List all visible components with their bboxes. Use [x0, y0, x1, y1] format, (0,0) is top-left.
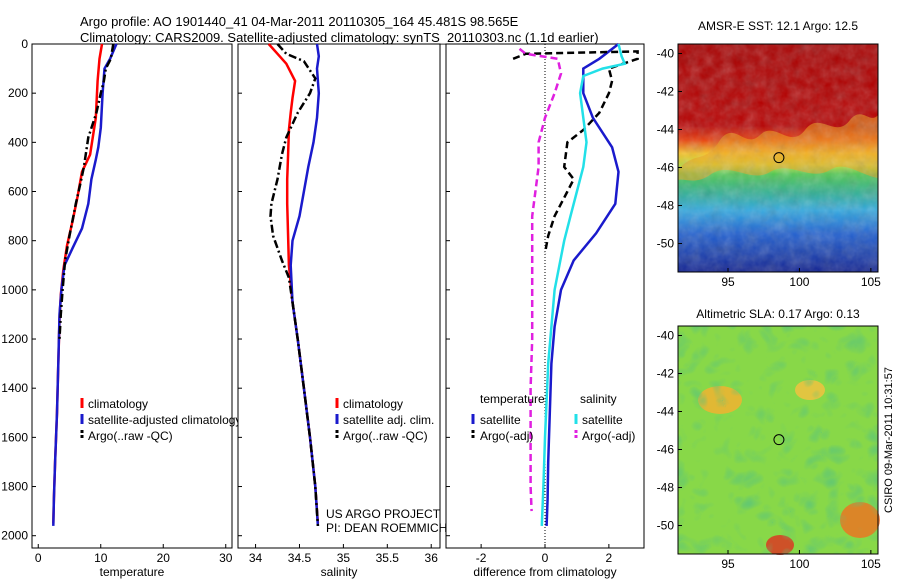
x-tick-label: 0: [35, 551, 42, 565]
argo-location-marker: [773, 434, 785, 446]
header-line-2: Climatology: CARS2009. Satellite-adjuste…: [80, 30, 599, 45]
plot-annotation: PI: DEAN ROEMMICH: [326, 521, 447, 535]
map-x-tick-label: 100: [789, 557, 809, 571]
y-tick-label: 1800: [1, 480, 28, 494]
x-axis-label: difference from climatology: [473, 565, 616, 579]
y-tick-label: 1400: [1, 381, 28, 395]
map-x-tick-label: 105: [861, 275, 881, 289]
legend-entry: climatology: [343, 397, 403, 411]
series-line-black: [269, 43, 320, 526]
plot-frame: [237, 43, 441, 549]
x-tick-label: 34.5: [288, 551, 312, 565]
map-y-tick-label: -46: [657, 161, 675, 175]
x-tick-label: 10: [94, 551, 108, 565]
y-tick-label: 400: [8, 135, 28, 149]
sst-frame: [677, 43, 879, 273]
x-tick-label: 35.5: [376, 551, 400, 565]
series-line-black: [512, 50, 639, 254]
sla-map-title: Altimetric SLA: 0.17 Argo: 0.13: [696, 307, 860, 321]
plot-frame: [31, 43, 233, 549]
map-y-tick-label: -44: [657, 123, 675, 137]
sst-map: AMSR-E SST: 12.1 Argo: 12.5 95 100 105 -40 -…: [657, 19, 882, 289]
argo-location-marker: [773, 152, 785, 164]
legend-entry: Argo(-adj): [480, 429, 533, 443]
series-line-blue: [545, 43, 620, 526]
legend-entry: satellite adj. clim.: [343, 413, 434, 427]
timestamp-label: CSIRO 09-Mar-2011 10:31:57: [883, 367, 895, 513]
temperature-plot: 0 10 20 30 temperature 0 200 400 600 800 1000 1200 1…: [1, 37, 241, 579]
series-line-magenta: [518, 47, 563, 512]
sst-texture: [678, 44, 878, 272]
map-y-tick-label: -42: [657, 85, 675, 99]
series-line-blue: [289, 43, 321, 526]
legend-entry: satellite: [480, 413, 521, 427]
x-axis-label: salinity: [321, 565, 358, 579]
legend-entry: Argo(-adj): [582, 429, 635, 443]
x-tick-label: 0: [542, 551, 549, 565]
map-y-tick-label: -44: [657, 405, 675, 419]
y-tick-label: 200: [8, 86, 28, 100]
series-line-cyan: [540, 43, 627, 526]
map-y-tick-label: -48: [657, 481, 675, 495]
sla-axes: 95 100 105 -40 -42 -44 -46 -48 -50: [657, 329, 882, 572]
sla-map: Altimetric SLA: 0.17 Argo: 0.13 95 100 105…: [657, 307, 882, 571]
legend-heading: salinity: [580, 392, 617, 406]
legend-entry: climatology: [88, 397, 148, 411]
sla-texture: [678, 326, 878, 554]
legend: temperature salinity satellite satellite Arg…: [471, 392, 635, 443]
y-tick-label: 1600: [1, 430, 28, 444]
x-tick-label: 2: [606, 551, 613, 565]
x-tick-label: 36: [425, 551, 439, 565]
map-y-tick-label: -50: [657, 519, 675, 533]
y-tick-label: 600: [8, 185, 28, 199]
y-tick-label: 0: [21, 37, 28, 51]
map-x-tick-label: 100: [789, 275, 809, 289]
y-tick-label: 2000: [1, 529, 28, 543]
x-tick-label: -2: [476, 551, 487, 565]
sst-axes: 95 100 105 -40 -42 -44 -46 -48 -50: [657, 47, 882, 290]
y-tick-label: 800: [8, 234, 28, 248]
legend-entry: satellite: [582, 413, 623, 427]
map-x-tick-label: 95: [721, 557, 735, 571]
series-line-black: [58, 43, 115, 340]
map-y-tick-label: -50: [657, 237, 675, 251]
map-y-tick-label: -40: [657, 47, 675, 61]
legend-entry: Argo(..raw -QC): [343, 429, 428, 443]
x-tick-label: 30: [219, 551, 233, 565]
x-tick-label: 20: [157, 551, 171, 565]
header-line-1: Argo profile: AO 1901440_41 04-Mar-2011 …: [80, 14, 519, 29]
salinity-plot: 34 34.5 35 35.5 36 salinity climatology satelli…: [237, 43, 447, 579]
x-tick-label: 35: [337, 551, 351, 565]
sla-frame: [677, 325, 879, 555]
x-axis-label: temperature: [100, 565, 165, 579]
x-tick-label: 34: [249, 551, 263, 565]
map-y-tick-label: -40: [657, 329, 675, 343]
legend-heading: temperature: [480, 392, 545, 406]
sst-map-title: AMSR-E SST: 12.1 Argo: 12.5: [698, 19, 858, 33]
map-y-tick-label: -48: [657, 199, 675, 213]
y-tick-label: 1000: [1, 283, 28, 297]
legend: climatology satellite-adjusted climatolog…: [80, 397, 241, 443]
legend-entry: Argo(..raw -QC): [88, 429, 173, 443]
map-y-tick-label: -46: [657, 443, 675, 457]
legend: climatology satellite adj. clim. Argo(..ra…: [335, 397, 434, 443]
legend-entry: satellite-adjusted climatology: [88, 413, 241, 427]
plot-annotation: US ARGO PROJECT: [326, 507, 441, 521]
y-tick-label: 1200: [1, 332, 28, 346]
map-y-tick-label: -42: [657, 367, 675, 381]
map-x-tick-label: 105: [861, 557, 881, 571]
series-line-blue: [52, 43, 118, 526]
map-x-tick-label: 95: [721, 275, 735, 289]
